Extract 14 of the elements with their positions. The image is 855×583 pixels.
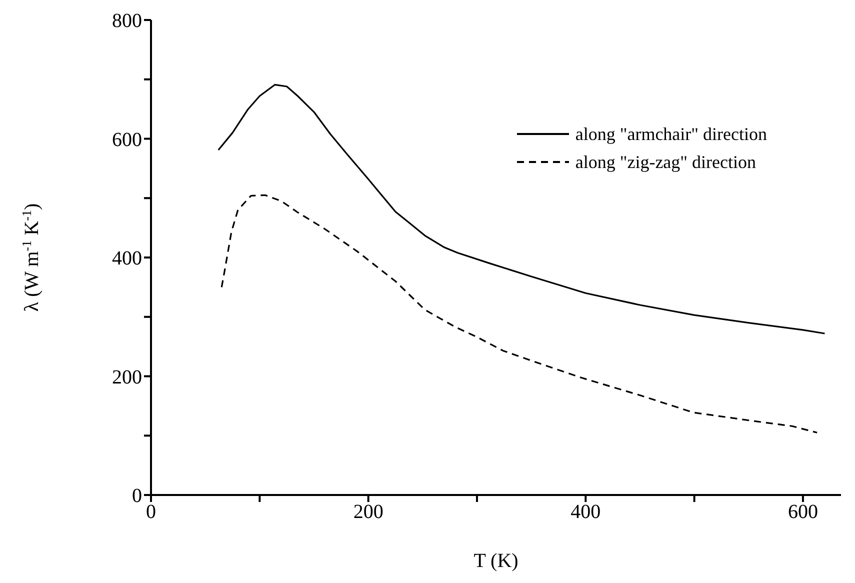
y-tick-label: 800: [112, 10, 142, 32]
y-tick-label: 0: [132, 485, 142, 508]
line-series: [220, 194, 818, 434]
x-axis-title: T (K): [474, 550, 518, 572]
y-tick-label: 400: [112, 248, 142, 270]
y-tick-label: 200: [112, 366, 142, 388]
x-tick-label: 200: [353, 501, 384, 524]
legend-label: along "zig-zag" direction: [575, 151, 756, 174]
line-series: [218, 84, 826, 334]
y-tick-label: 600: [112, 128, 142, 151]
x-tick-label: 400: [570, 501, 601, 524]
x-tick-label: 0: [146, 501, 156, 524]
legend-label: along "armchair" direction: [575, 123, 767, 146]
x-tick-label: 600: [788, 501, 818, 524]
